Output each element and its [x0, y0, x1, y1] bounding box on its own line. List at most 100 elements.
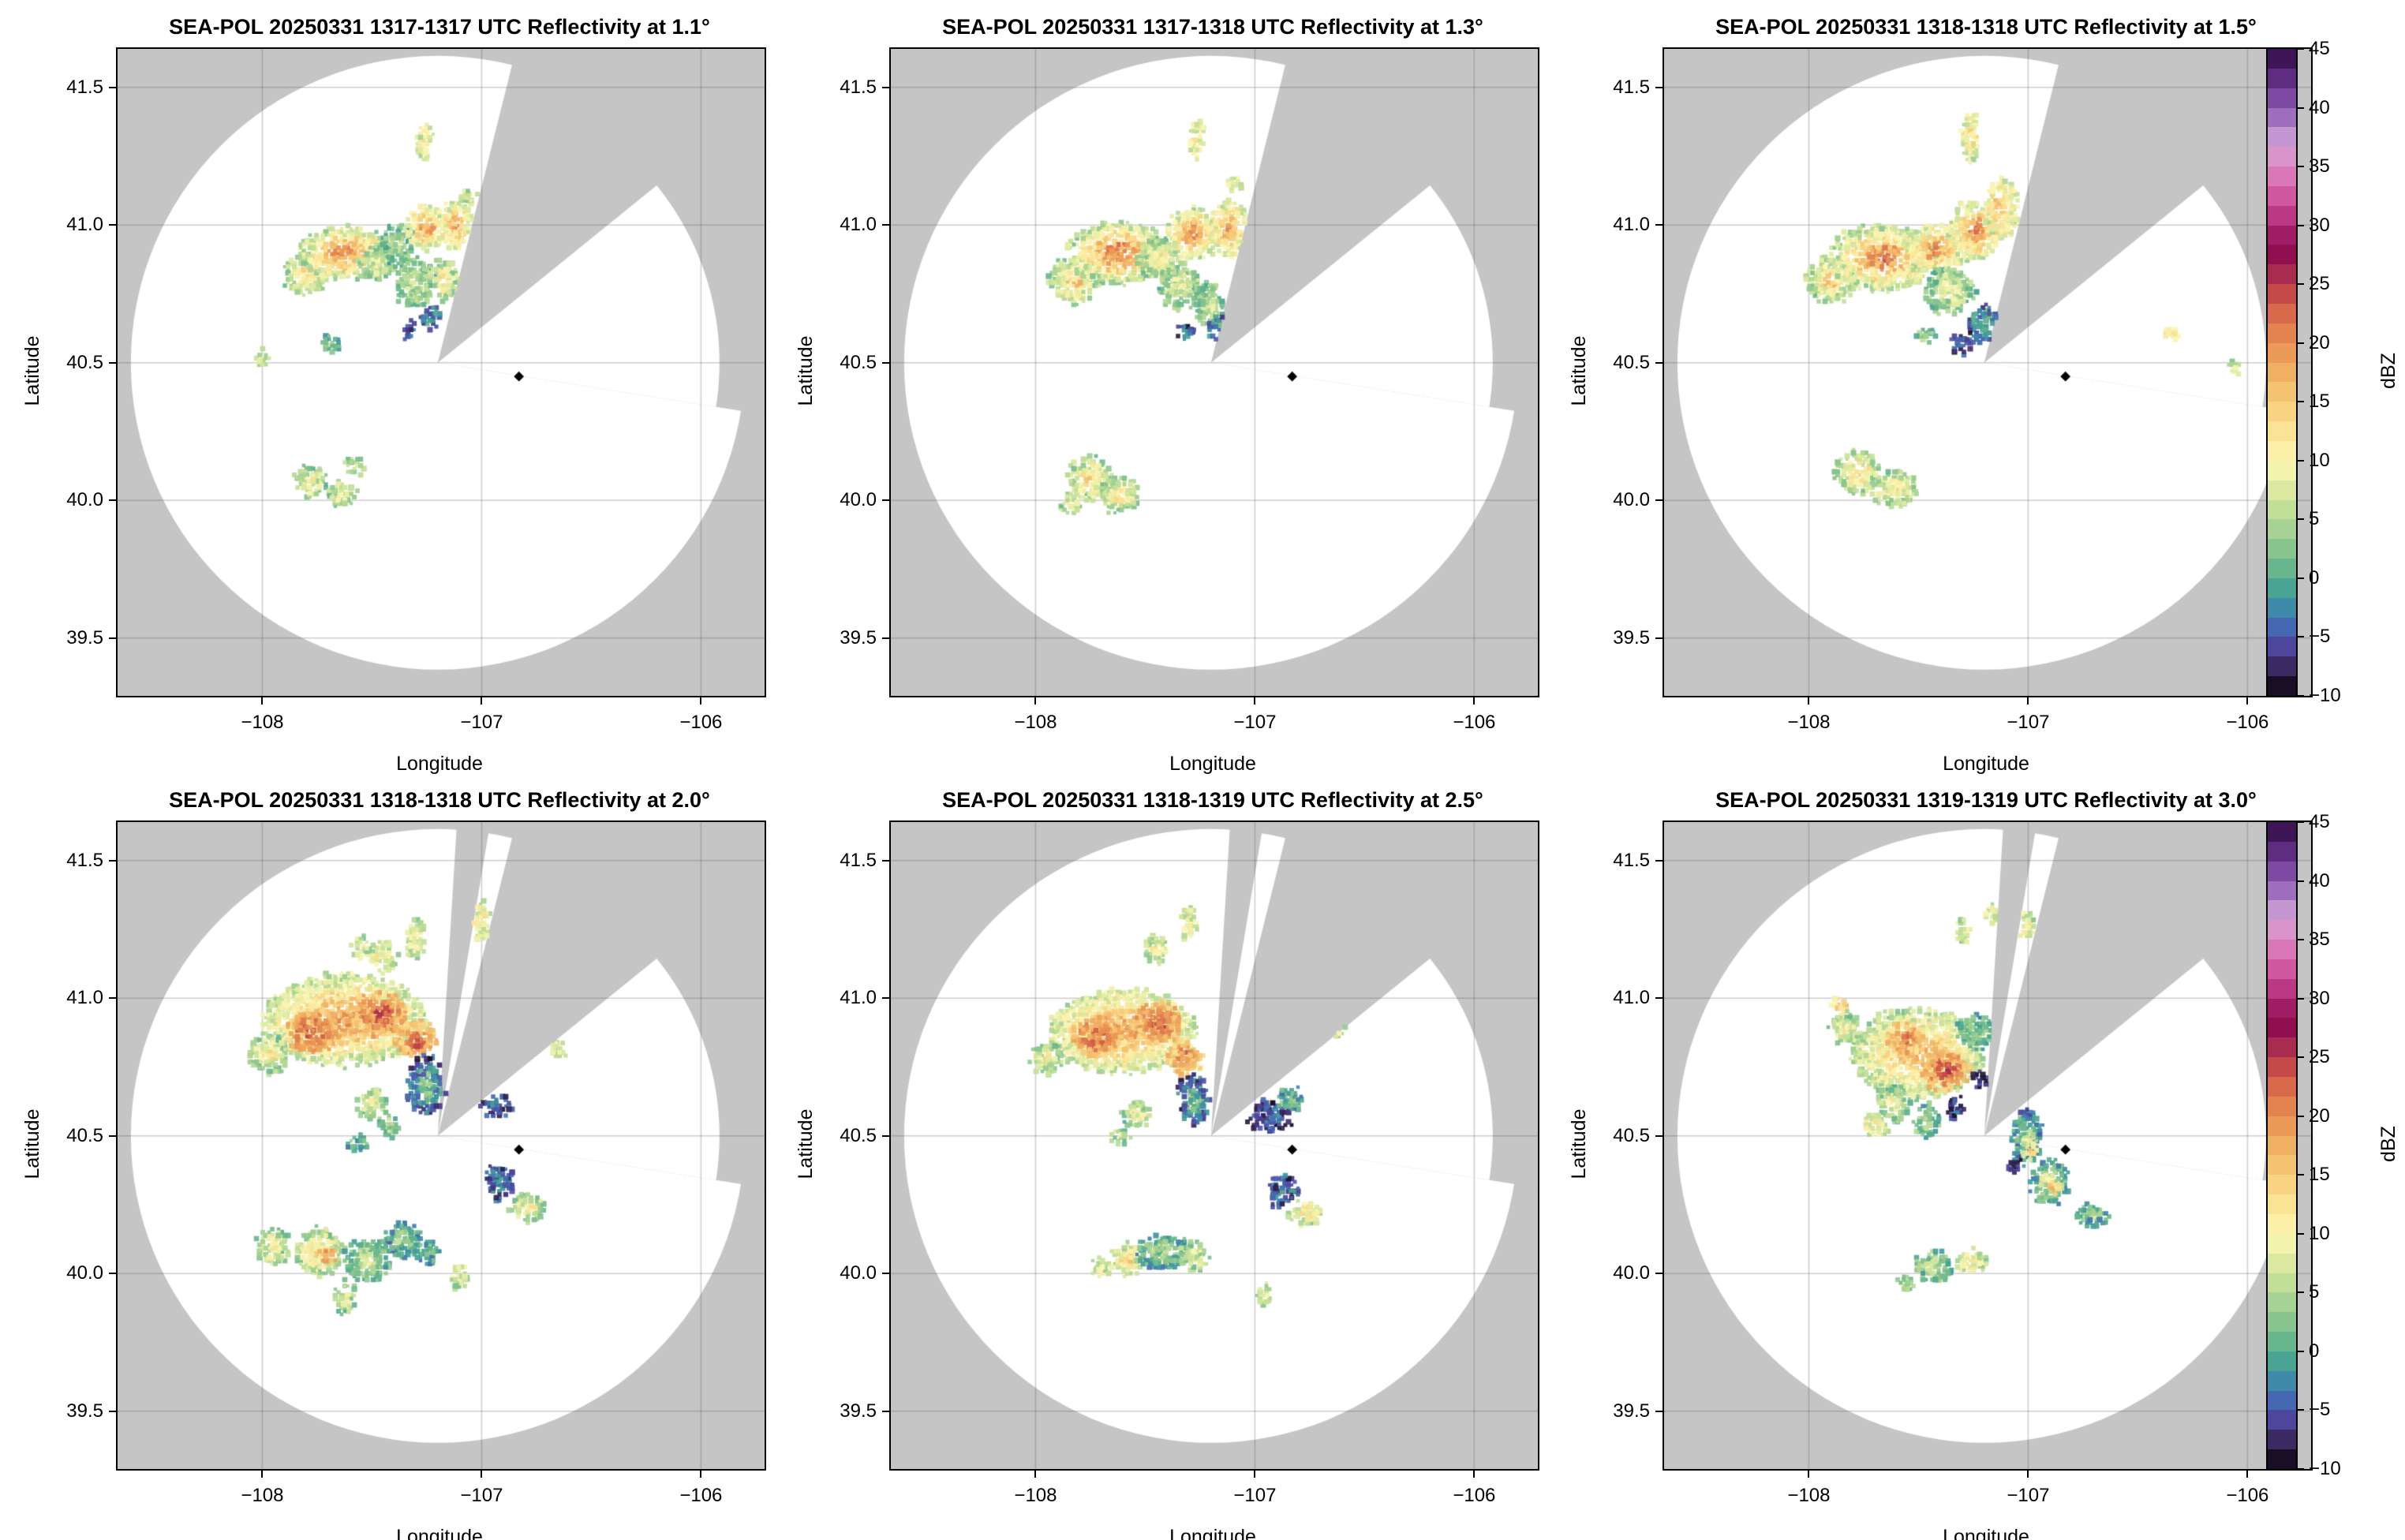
- radar-plot-area: [889, 820, 1539, 1471]
- colorbar-tick-mark: [2298, 401, 2304, 403]
- radar-ppi-canvas: [891, 822, 1538, 1469]
- radar-plot-area: [116, 47, 766, 697]
- y-tick-label: 41.5: [840, 76, 877, 98]
- x-tick-mark: [261, 1471, 264, 1478]
- y-tick-mark: [109, 499, 116, 502]
- colorbar-band: [2268, 1135, 2296, 1157]
- y-tick-mark: [1655, 1273, 1663, 1275]
- y-tick-mark: [882, 1134, 889, 1137]
- y-tick-label: 40.5: [840, 351, 877, 373]
- x-tick-label: −106: [2226, 1485, 2269, 1506]
- x-axis-label: Longitude: [1943, 753, 2029, 775]
- y-tick-label: 41.0: [1613, 987, 1650, 1009]
- colorbar-band: [2268, 978, 2296, 1000]
- x-tick-mark: [2246, 1471, 2249, 1478]
- colorbar-tick-mark: [2298, 518, 2304, 521]
- colorbar-tick-mark: [2298, 939, 2304, 941]
- y-tick-mark: [109, 1273, 116, 1275]
- y-tick-label: 40.5: [1613, 351, 1650, 373]
- y-axis-label: Latitude: [795, 335, 817, 406]
- colorbar-tick-mark: [2298, 636, 2304, 638]
- y-tick-label: 41.0: [66, 987, 103, 1009]
- x-tick-label: −108: [1014, 1485, 1057, 1506]
- colorbar-tick-mark: [2298, 283, 2304, 286]
- colorbar-band: [2268, 499, 2296, 521]
- x-tick-mark: [700, 697, 702, 705]
- y-tick-label: 40.5: [66, 1124, 103, 1146]
- colorbar-band: [2268, 480, 2296, 501]
- y-tick-label: 39.5: [66, 626, 103, 649]
- radar-ppi-canvas: [118, 49, 765, 696]
- colorbar-band: [2268, 1175, 2296, 1196]
- colorbar-tick-label: 0: [2309, 566, 2320, 589]
- colorbar-band: [2268, 578, 2296, 599]
- colorbar-tick-label: −10: [2309, 1458, 2341, 1479]
- colorbar-band: [2268, 185, 2296, 207]
- colorbar-band: [2268, 304, 2296, 324]
- x-tick-label: −107: [2007, 712, 2050, 733]
- colorbar-band: [2268, 539, 2296, 560]
- y-axis-label: Latitude: [795, 1108, 817, 1179]
- colorbar-band: [2268, 822, 2296, 843]
- y-tick-mark: [1655, 361, 1663, 364]
- colorbar-band: [2268, 1351, 2296, 1372]
- x-tick-mark: [2027, 697, 2029, 705]
- colorbar-band: [2268, 1194, 2296, 1215]
- colorbar-band: [2268, 421, 2296, 442]
- colorbar-tick-mark: [2298, 1468, 2304, 1470]
- colorbar-band: [2268, 1057, 2296, 1078]
- y-tick-mark: [1655, 1410, 1663, 1412]
- colorbar-tick-label: 20: [2309, 331, 2330, 353]
- colorbar-band: [2268, 1253, 2296, 1274]
- panel-title: SEA-POL 20250331 1318-1318 UTC Reflectiv…: [169, 788, 710, 812]
- colorbar-tick-mark: [2298, 1350, 2304, 1352]
- colorbar-band: [2268, 1292, 2296, 1314]
- colorbar-band: [2268, 920, 2296, 941]
- y-tick-mark: [882, 997, 889, 1000]
- y-tick-mark: [109, 637, 116, 639]
- colorbar-tick-label: 15: [2309, 391, 2330, 413]
- colorbar-band: [2268, 597, 2296, 619]
- y-tick-label: 41.0: [840, 987, 877, 1009]
- colorbar-band: [2268, 676, 2296, 696]
- colorbar-tick-mark: [2298, 107, 2304, 109]
- y-tick-label: 40.0: [840, 489, 877, 511]
- y-tick-mark: [1655, 499, 1663, 502]
- x-tick-label: −106: [1453, 712, 1496, 733]
- colorbar-band: [2268, 1449, 2296, 1469]
- colorbar-band: [2268, 205, 2296, 226]
- panel-title: SEA-POL 20250331 1318-1319 UTC Reflectiv…: [942, 788, 1483, 812]
- colorbar-tick-label: 10: [2309, 1222, 2330, 1244]
- y-tick-mark: [882, 637, 889, 639]
- radar-ppi-canvas: [891, 49, 1538, 696]
- colorbar-band: [2268, 637, 2296, 658]
- x-tick-mark: [1034, 697, 1037, 705]
- colorbar-band: [2268, 440, 2296, 462]
- panel-title: SEA-POL 20250331 1318-1318 UTC Reflectiv…: [1715, 15, 2257, 39]
- x-axis-label: Longitude: [1169, 1526, 1256, 1540]
- x-tick-mark: [700, 1471, 702, 1478]
- colorbar-tick-label: −10: [2309, 685, 2341, 706]
- colorbar-tick-label: 10: [2309, 449, 2330, 471]
- colorbar-band: [2268, 460, 2296, 481]
- colorbar-band: [2268, 1096, 2296, 1117]
- colorbar-band: [2268, 402, 2296, 423]
- colorbar-band: [2268, 1312, 2296, 1333]
- colorbar-band: [2268, 127, 2296, 148]
- colorbar-tick-label: 25: [2309, 273, 2330, 295]
- colorbar-tick-label: 45: [2309, 38, 2330, 59]
- colorbar-band: [2268, 841, 2296, 862]
- colorbar-tick-mark: [2298, 695, 2304, 697]
- colorbar-band: [2268, 1018, 2296, 1039]
- colorbar-tick-label: 5: [2309, 508, 2320, 530]
- x-tick-mark: [2027, 1471, 2029, 1478]
- y-tick-label: 41.0: [840, 214, 877, 236]
- y-tick-label: 39.5: [840, 1400, 877, 1422]
- colorbar-band: [2268, 1077, 2296, 1097]
- y-tick-label: 41.5: [1613, 849, 1650, 871]
- colorbar-band: [2268, 617, 2296, 638]
- x-tick-mark: [481, 697, 483, 705]
- radar-ppi-canvas: [1664, 822, 2311, 1469]
- x-axis-label: Longitude: [1169, 753, 1256, 775]
